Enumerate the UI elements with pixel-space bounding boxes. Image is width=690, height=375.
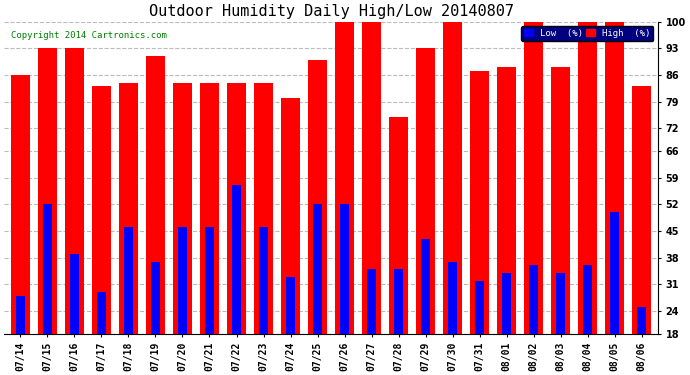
Bar bbox=[340, 204, 349, 334]
Bar bbox=[43, 204, 52, 334]
Bar bbox=[146, 56, 165, 334]
Bar bbox=[389, 117, 408, 334]
Bar bbox=[308, 60, 327, 334]
Bar bbox=[475, 280, 484, 334]
Bar bbox=[200, 82, 219, 334]
Bar bbox=[119, 82, 138, 334]
Bar bbox=[65, 48, 84, 334]
Bar bbox=[254, 82, 273, 334]
Bar bbox=[367, 269, 376, 334]
Bar bbox=[362, 22, 381, 334]
Bar bbox=[551, 68, 570, 334]
Bar bbox=[524, 22, 543, 334]
Bar bbox=[583, 265, 593, 334]
Bar bbox=[227, 82, 246, 334]
Bar bbox=[416, 48, 435, 334]
Bar bbox=[205, 227, 214, 334]
Bar bbox=[605, 22, 624, 334]
Bar bbox=[286, 277, 295, 334]
Legend: Low  (%), High  (%): Low (%), High (%) bbox=[522, 26, 653, 40]
Bar bbox=[556, 273, 565, 334]
Bar bbox=[150, 261, 160, 334]
Bar bbox=[610, 212, 620, 334]
Text: Copyright 2014 Cartronics.com: Copyright 2014 Cartronics.com bbox=[11, 31, 166, 40]
Bar bbox=[38, 48, 57, 334]
Bar bbox=[502, 273, 511, 334]
Bar bbox=[259, 227, 268, 334]
Bar bbox=[173, 82, 192, 334]
Bar bbox=[124, 227, 133, 334]
Title: Outdoor Humidity Daily High/Low 20140807: Outdoor Humidity Daily High/Low 20140807 bbox=[148, 4, 513, 19]
Bar bbox=[448, 261, 457, 334]
Bar bbox=[97, 292, 106, 334]
Bar bbox=[637, 307, 647, 334]
Bar bbox=[11, 75, 30, 334]
Bar bbox=[470, 71, 489, 334]
Bar bbox=[335, 22, 354, 334]
Bar bbox=[578, 22, 597, 334]
Bar bbox=[70, 254, 79, 334]
Bar bbox=[632, 86, 651, 334]
Bar bbox=[313, 204, 322, 334]
Bar bbox=[443, 22, 462, 334]
Bar bbox=[281, 98, 300, 334]
Bar bbox=[394, 269, 404, 334]
Bar bbox=[92, 86, 111, 334]
Bar bbox=[497, 68, 516, 334]
Bar bbox=[178, 227, 187, 334]
Bar bbox=[529, 265, 538, 334]
Bar bbox=[421, 238, 431, 334]
Bar bbox=[16, 296, 25, 334]
Bar bbox=[232, 185, 241, 334]
